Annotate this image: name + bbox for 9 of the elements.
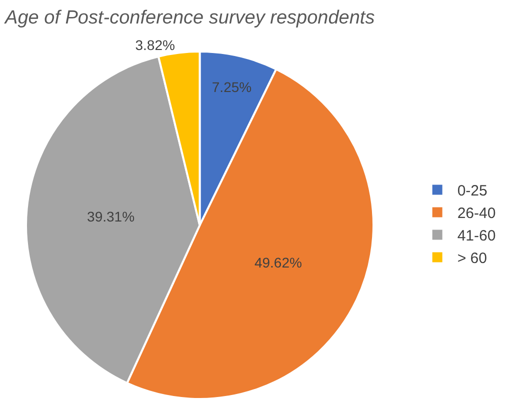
data-label: 3.82% bbox=[135, 36, 175, 53]
legend-label: 0-25 bbox=[457, 182, 488, 200]
legend-label: 26-40 bbox=[457, 205, 496, 222]
chart-title: Age of Post-conference survey respondents bbox=[4, 7, 376, 28]
legend-label: > 60 bbox=[457, 250, 487, 268]
legend-label: 41-60 bbox=[457, 228, 496, 245]
data-label: 49.62% bbox=[254, 254, 302, 271]
data-label: 7.25% bbox=[212, 79, 252, 96]
data-label: 39.31% bbox=[87, 208, 135, 225]
